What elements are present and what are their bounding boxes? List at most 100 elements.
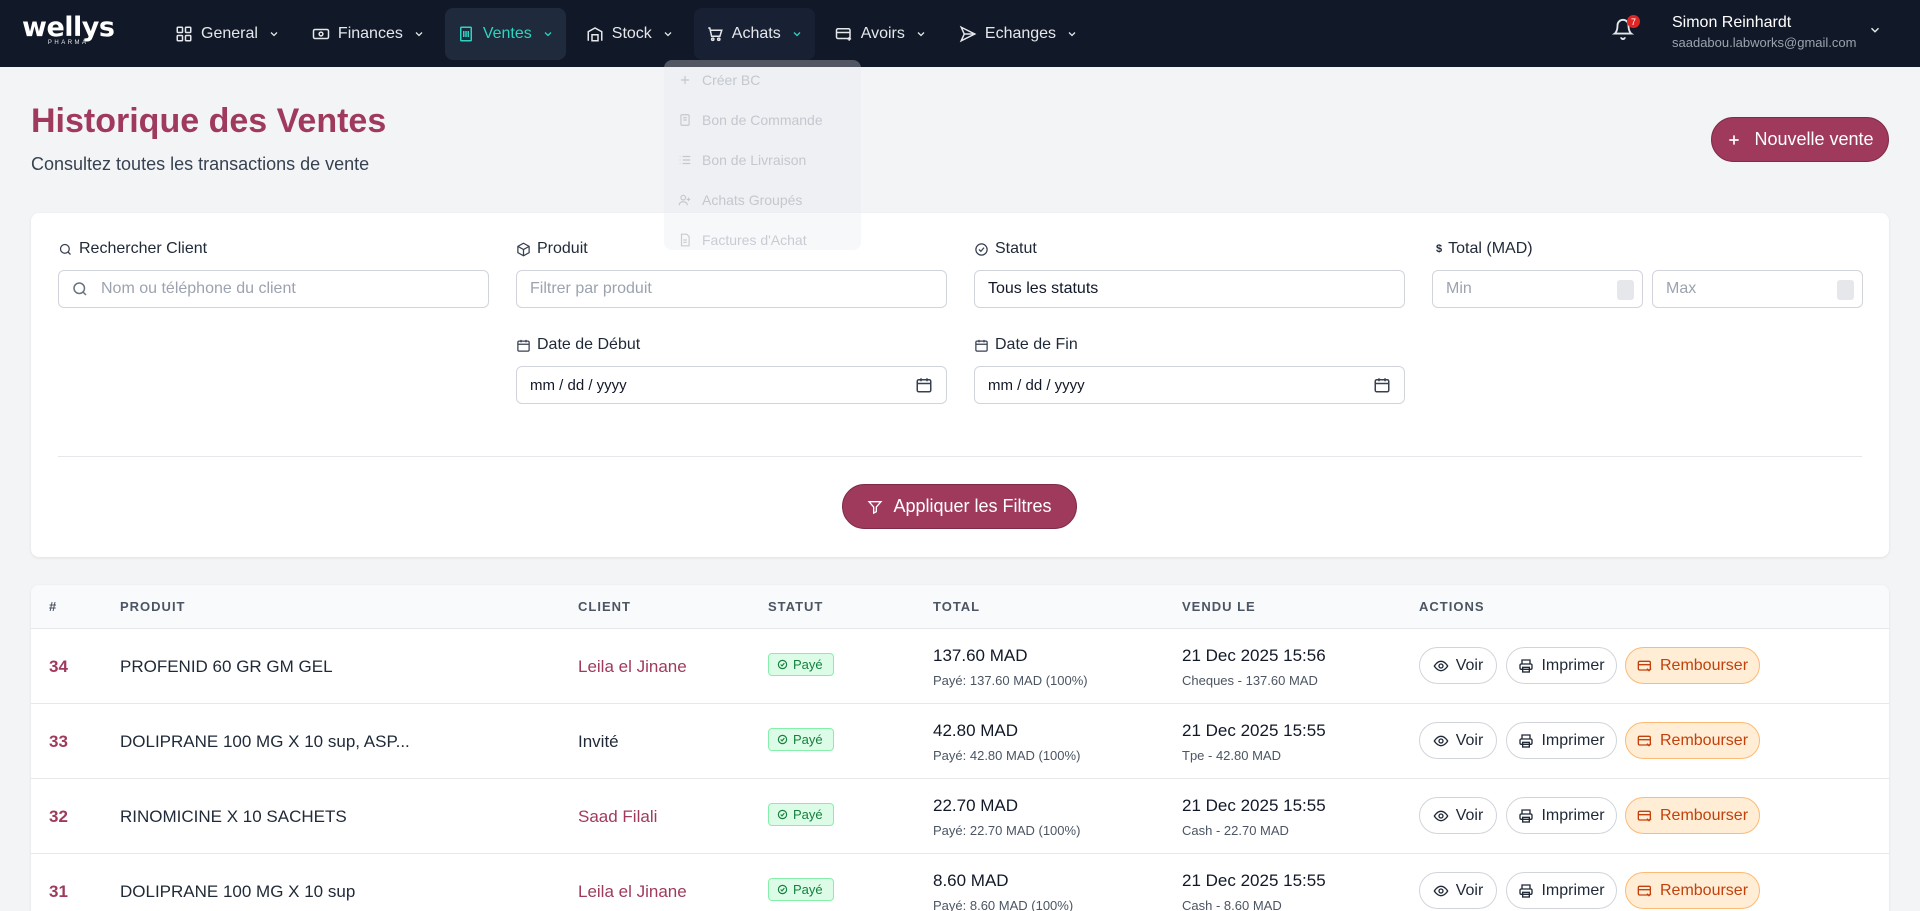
new-sale-button[interactable]: Nouvelle vente <box>1711 117 1889 162</box>
print-button[interactable]: Imprimer <box>1506 722 1617 759</box>
plus-icon <box>680 75 690 85</box>
refund-label: Rembourser <box>1659 731 1749 749</box>
nav-item-avoirs[interactable]: Avoirs <box>823 8 939 60</box>
nav-item-label: Finances <box>337 24 403 42</box>
client-search-placeholder: Nom ou téléphone du client <box>101 280 296 297</box>
table-row: 33 DOLIPRANE 100 MG X 10 sup, ASP... Inv… <box>31 703 1889 778</box>
date-fin-input[interactable]: mm / dd / yyyy <box>974 366 1405 404</box>
view-label: Voir <box>1455 656 1484 674</box>
sale-client[interactable]: Leila el Jinane <box>578 882 687 901</box>
print-label: Imprimer <box>1541 656 1605 674</box>
dropdown-item-label: Bon de Livraison <box>702 152 807 168</box>
sale-date: 21 Dec 2025 15:56 Cheques - 137.60 MAD <box>1182 646 1326 688</box>
chevron-down-icon[interactable] <box>1868 23 1882 37</box>
sale-datetime: 21 Dec 2025 15:56 <box>1182 646 1326 665</box>
print-button[interactable]: Imprimer <box>1506 647 1617 684</box>
nav-item-echanges[interactable]: Echanges <box>947 8 1090 60</box>
refund-icon <box>1637 885 1652 897</box>
nav-item-ventes[interactable]: Ventes <box>444 7 566 60</box>
achats-dropdown: Créer BC Bon de Commande Bon de Livraiso… <box>664 60 861 250</box>
calendar-icon[interactable] <box>915 376 933 394</box>
dropdown-item-creer-bc[interactable]: Créer BC <box>664 60 861 100</box>
sale-id[interactable]: 32 <box>49 807 68 826</box>
refund-button[interactable]: Rembourser <box>1625 797 1760 834</box>
column-header-vendu-le: VENDU LE <box>1182 599 1256 614</box>
chevron-down-icon <box>415 31 423 36</box>
print-label: Imprimer <box>1541 806 1605 824</box>
brand-name: wellys <box>22 12 115 43</box>
status-badge: Payé <box>768 878 834 901</box>
dropdown-item-bon-commande[interactable]: Bon de Commande <box>664 100 861 140</box>
dropdown-item-factures-achat[interactable]: Factures d'Achat <box>664 220 861 260</box>
warehouse-icon <box>587 26 603 41</box>
refund-button[interactable]: Rembourser <box>1625 722 1760 759</box>
sale-id[interactable]: 33 <box>49 732 68 751</box>
number-stepper[interactable] <box>1837 280 1854 300</box>
produit-filter-input[interactable]: Filtrer par produit <box>516 270 947 308</box>
user-menu[interactable]: Simon Reinhardt saadabou.labworks@gmail.… <box>1672 14 1856 50</box>
view-label: Voir <box>1455 731 1484 749</box>
client-search-input[interactable]: Nom ou téléphone du client <box>58 270 489 308</box>
dollar-icon: $ <box>1436 243 1443 255</box>
date-debut-label: Date de Début <box>516 336 640 354</box>
refund-icon <box>1637 735 1652 747</box>
nav-item-finances[interactable]: Finances <box>300 8 437 60</box>
statut-select[interactable]: Tous les statuts <box>974 270 1405 308</box>
eye-icon <box>1433 660 1449 671</box>
view-button[interactable]: Voir <box>1419 647 1497 684</box>
apply-filters-button[interactable]: Appliquer les Filtres <box>842 484 1077 529</box>
filters-divider <box>58 456 1862 457</box>
date-debut-input[interactable]: mm / dd / yyyy <box>516 366 947 404</box>
status-text: Payé <box>793 657 823 672</box>
nav-item-achats[interactable]: Achats <box>693 7 815 60</box>
view-label: Voir <box>1455 806 1484 824</box>
number-stepper[interactable] <box>1617 280 1634 300</box>
total-amount: 22.70 MAD <box>933 796 1019 815</box>
sale-id[interactable]: 34 <box>49 657 68 676</box>
nav-item-general[interactable]: General <box>163 8 292 60</box>
print-button[interactable]: Imprimer <box>1506 872 1617 909</box>
dropdown-item-achats-groupes[interactable]: Achats Groupés <box>664 180 861 220</box>
print-label: Imprimer <box>1541 881 1605 899</box>
refund-button[interactable]: Rembourser <box>1625 872 1760 909</box>
paid-amount: Payé: 8.60 MAD (100%) <box>933 898 1074 911</box>
sale-client[interactable]: Leila el Jinane <box>578 657 687 676</box>
chevron-down-icon <box>1068 31 1076 36</box>
dropdown-item-bon-livraison[interactable]: Bon de Livraison <box>664 140 861 180</box>
statut-filter-label: Statut <box>974 240 1037 258</box>
dropdown-item-label: Factures d'Achat <box>702 232 807 248</box>
check-circle-icon <box>975 242 988 256</box>
view-button[interactable]: Voir <box>1419 722 1497 759</box>
print-button[interactable]: Imprimer <box>1506 797 1617 834</box>
grid-icon <box>176 26 192 41</box>
paid-amount: Payé: 22.70 MAD (100%) <box>933 823 1081 838</box>
list-icon <box>679 155 691 165</box>
produit-filter-placeholder: Filtrer par produit <box>530 280 652 297</box>
calendar-icon[interactable] <box>1373 376 1391 394</box>
sale-produit: RINOMICINE X 10 SACHETS <box>120 807 347 826</box>
view-button[interactable]: Voir <box>1419 797 1497 834</box>
notifications-button[interactable]: 7 <box>1611 15 1640 42</box>
main-menu: General Finances Ventes Stock Achats Avo… <box>163 0 1098 67</box>
sale-date: 21 Dec 2025 15:55 Cash - 8.60 MAD <box>1182 871 1326 911</box>
sale-total: 137.60 MAD Payé: 137.60 MAD (100%) <box>933 646 1088 688</box>
nav-item-label: Stock <box>611 24 652 42</box>
view-button[interactable]: Voir <box>1419 872 1497 909</box>
sale-client[interactable]: Saad Filali <box>578 807 658 826</box>
printer-icon <box>1519 808 1534 823</box>
page-title: Historique des Ventes <box>31 102 387 140</box>
invoice-icon <box>680 233 690 247</box>
total-min-input[interactable]: Min <box>1432 270 1643 308</box>
filters-card: Rechercher Client Nom ou téléphone du cl… <box>31 213 1889 557</box>
document-icon <box>680 114 690 126</box>
nav-item-label: Avoirs <box>860 24 905 42</box>
sale-id[interactable]: 31 <box>49 882 68 901</box>
table-row: 31 DOLIPRANE 100 MG X 10 sup Leila el Ji… <box>31 853 1889 911</box>
dropdown-item-label: Achats Groupés <box>702 192 803 208</box>
total-max-placeholder: Max <box>1666 280 1697 297</box>
app-logo[interactable]: wellys PHARMA <box>22 12 115 47</box>
refund-button[interactable]: Rembourser <box>1625 647 1760 684</box>
total-filter-label-text: Total (MAD) <box>1448 240 1533 257</box>
total-max-input[interactable]: Max <box>1652 270 1863 308</box>
nav-item-stock[interactable]: Stock <box>574 8 686 60</box>
